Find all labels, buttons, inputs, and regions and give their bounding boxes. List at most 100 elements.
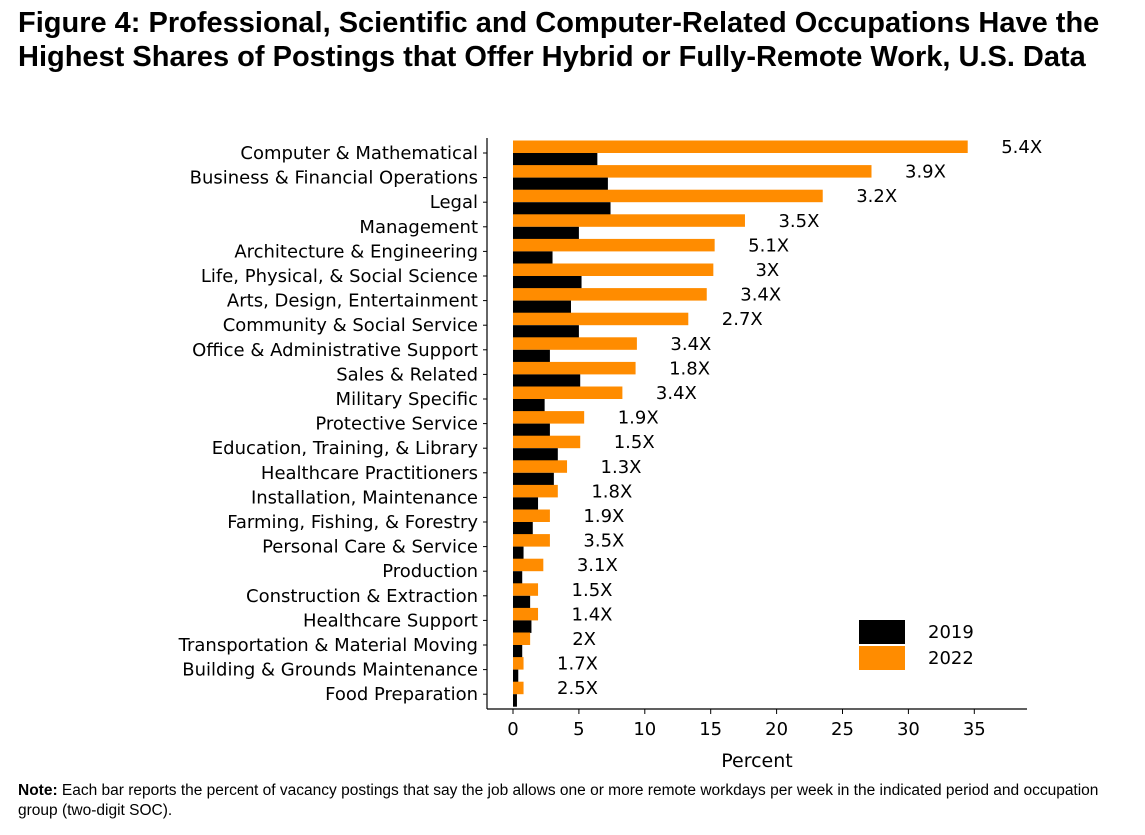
category-label: Sales & Related — [336, 364, 478, 385]
ratio-label: 1.8X — [591, 481, 632, 502]
category-label: Protective Service — [315, 414, 478, 435]
bar-2022 — [513, 681, 524, 695]
bar-2022 — [513, 337, 637, 350]
ratio-label: 1.7X — [557, 654, 598, 675]
bar-2019 — [513, 251, 553, 264]
bar-2019 — [513, 177, 608, 191]
bar-2022 — [513, 583, 539, 596]
x-tick-label: 15 — [699, 719, 722, 740]
legend-swatch-2022 — [859, 646, 905, 670]
ratio-label: 3.4X — [740, 285, 781, 306]
category-label: Education, Training, & Library — [212, 438, 479, 459]
ratio-label: 1.4X — [572, 604, 613, 625]
legend-label-2022: 2022 — [928, 648, 974, 669]
bar-2019 — [513, 472, 554, 486]
bar-2022 — [513, 607, 539, 621]
bars — [513, 140, 968, 707]
bar-2019 — [513, 595, 531, 609]
legend: 2019 2022 — [859, 620, 974, 670]
category-label: Business & Financial Operations — [190, 168, 478, 189]
category-label: Computer & Mathematical — [240, 143, 478, 164]
x-tick-label: 5 — [573, 719, 584, 740]
bar-2019 — [513, 202, 611, 215]
bar-2019 — [513, 497, 539, 510]
bar-2022 — [513, 361, 636, 375]
bar-2019 — [513, 325, 579, 338]
ratio-label: 3.2X — [856, 186, 897, 207]
bar-2022 — [513, 460, 568, 473]
bar-2019 — [513, 669, 519, 683]
axes — [483, 138, 1028, 714]
bar-2019 — [513, 423, 550, 437]
ratio-label: 3.4X — [670, 334, 711, 355]
category-label: Building & Grounds Maintenance — [182, 660, 478, 681]
category-label: Construction & Extraction — [246, 586, 478, 607]
note-label: Note: — [18, 782, 58, 799]
bar-2019 — [513, 522, 533, 535]
x-tick-label: 0 — [507, 719, 518, 740]
bar-2019 — [513, 448, 558, 461]
ratio-label: 2.5X — [557, 678, 598, 699]
bar-2019 — [513, 374, 581, 387]
bar-2022 — [513, 435, 581, 449]
category-label: Farming, Fishing, & Forestry — [227, 512, 478, 533]
note-text: Each bar reports the percent of vacancy … — [18, 782, 1099, 819]
ratio-label: 2X — [572, 629, 596, 650]
ratio-label: 3.5X — [583, 531, 624, 552]
ratio-label: 3.1X — [577, 555, 618, 576]
bar-2019 — [513, 349, 550, 363]
bar-2019 — [513, 694, 517, 707]
category-labels: Computer & Mathematical Business & Financ… — [178, 143, 479, 705]
bar-2019 — [513, 546, 524, 560]
x-tick-label: 25 — [831, 719, 854, 740]
category-label: Management — [359, 217, 478, 238]
ratio-label: 5.1X — [748, 235, 789, 256]
bar-2019 — [513, 300, 571, 314]
bar-2019 — [513, 153, 598, 166]
category-label: Life, Physical, & Social Science — [201, 266, 478, 287]
bar-2022 — [513, 632, 531, 645]
x-tick-label: 10 — [633, 719, 656, 740]
category-label: Arts, Design, Entertainment — [227, 291, 478, 312]
bar-2019 — [513, 620, 532, 633]
bar-2019 — [513, 399, 545, 412]
bar-2022 — [513, 214, 745, 227]
bar-2022 — [513, 288, 707, 301]
figure-note: Note: Each bar reports the percent of va… — [18, 781, 1128, 821]
ratio-labels: 5.4X 3.9X 3.2X 3.5X 5.1X 3X 3.4X 2.7X 3.4X 1.8X 3.… — [557, 137, 1042, 699]
bar-2022 — [513, 165, 872, 178]
bar-2022 — [513, 509, 550, 522]
bar-2022 — [513, 411, 585, 424]
x-tick-label: 20 — [765, 719, 788, 740]
category-label: Military Specific — [336, 389, 478, 410]
category-label: Personal Care & Service — [262, 537, 478, 558]
legend-swatch-2019 — [859, 620, 905, 644]
ratio-label: 1.5X — [572, 580, 613, 601]
category-label: Community & Social Service — [223, 315, 478, 336]
ratio-label: 3.5X — [778, 211, 819, 232]
category-label: Healthcare Practitioners — [261, 463, 478, 484]
category-label: Food Preparation — [325, 684, 478, 705]
bar-2022 — [513, 558, 544, 572]
bar-2022 — [513, 189, 823, 203]
x-tick-labels: 0 5 10 15 20 25 30 35 — [507, 719, 985, 740]
bar-2019 — [513, 276, 582, 289]
category-label: Production — [382, 561, 478, 582]
ratio-label: 1.5X — [614, 432, 655, 453]
figure-title-text: Professional, Scientific and Computer-Re… — [18, 7, 1100, 73]
x-axis-label: Percent — [721, 750, 793, 772]
category-label: Legal — [430, 192, 478, 213]
bar-2019 — [513, 571, 523, 584]
x-tick-label: 30 — [897, 719, 920, 740]
bar-2022 — [513, 263, 714, 276]
chart-title: Figure 4: Professional, Scientific and C… — [18, 6, 1128, 74]
legend-label-2019: 2019 — [928, 622, 974, 643]
ratio-label: 2.7X — [722, 309, 763, 330]
ratio-label: 1.9X — [618, 408, 659, 429]
ratio-label: 1.8X — [669, 358, 710, 379]
ratio-label: 5.4X — [1001, 137, 1042, 158]
category-label: Architecture & Engineering — [234, 241, 478, 262]
ratio-label: 1.9X — [583, 506, 624, 527]
bar-2022 — [513, 386, 623, 399]
bar-2022 — [513, 312, 689, 326]
